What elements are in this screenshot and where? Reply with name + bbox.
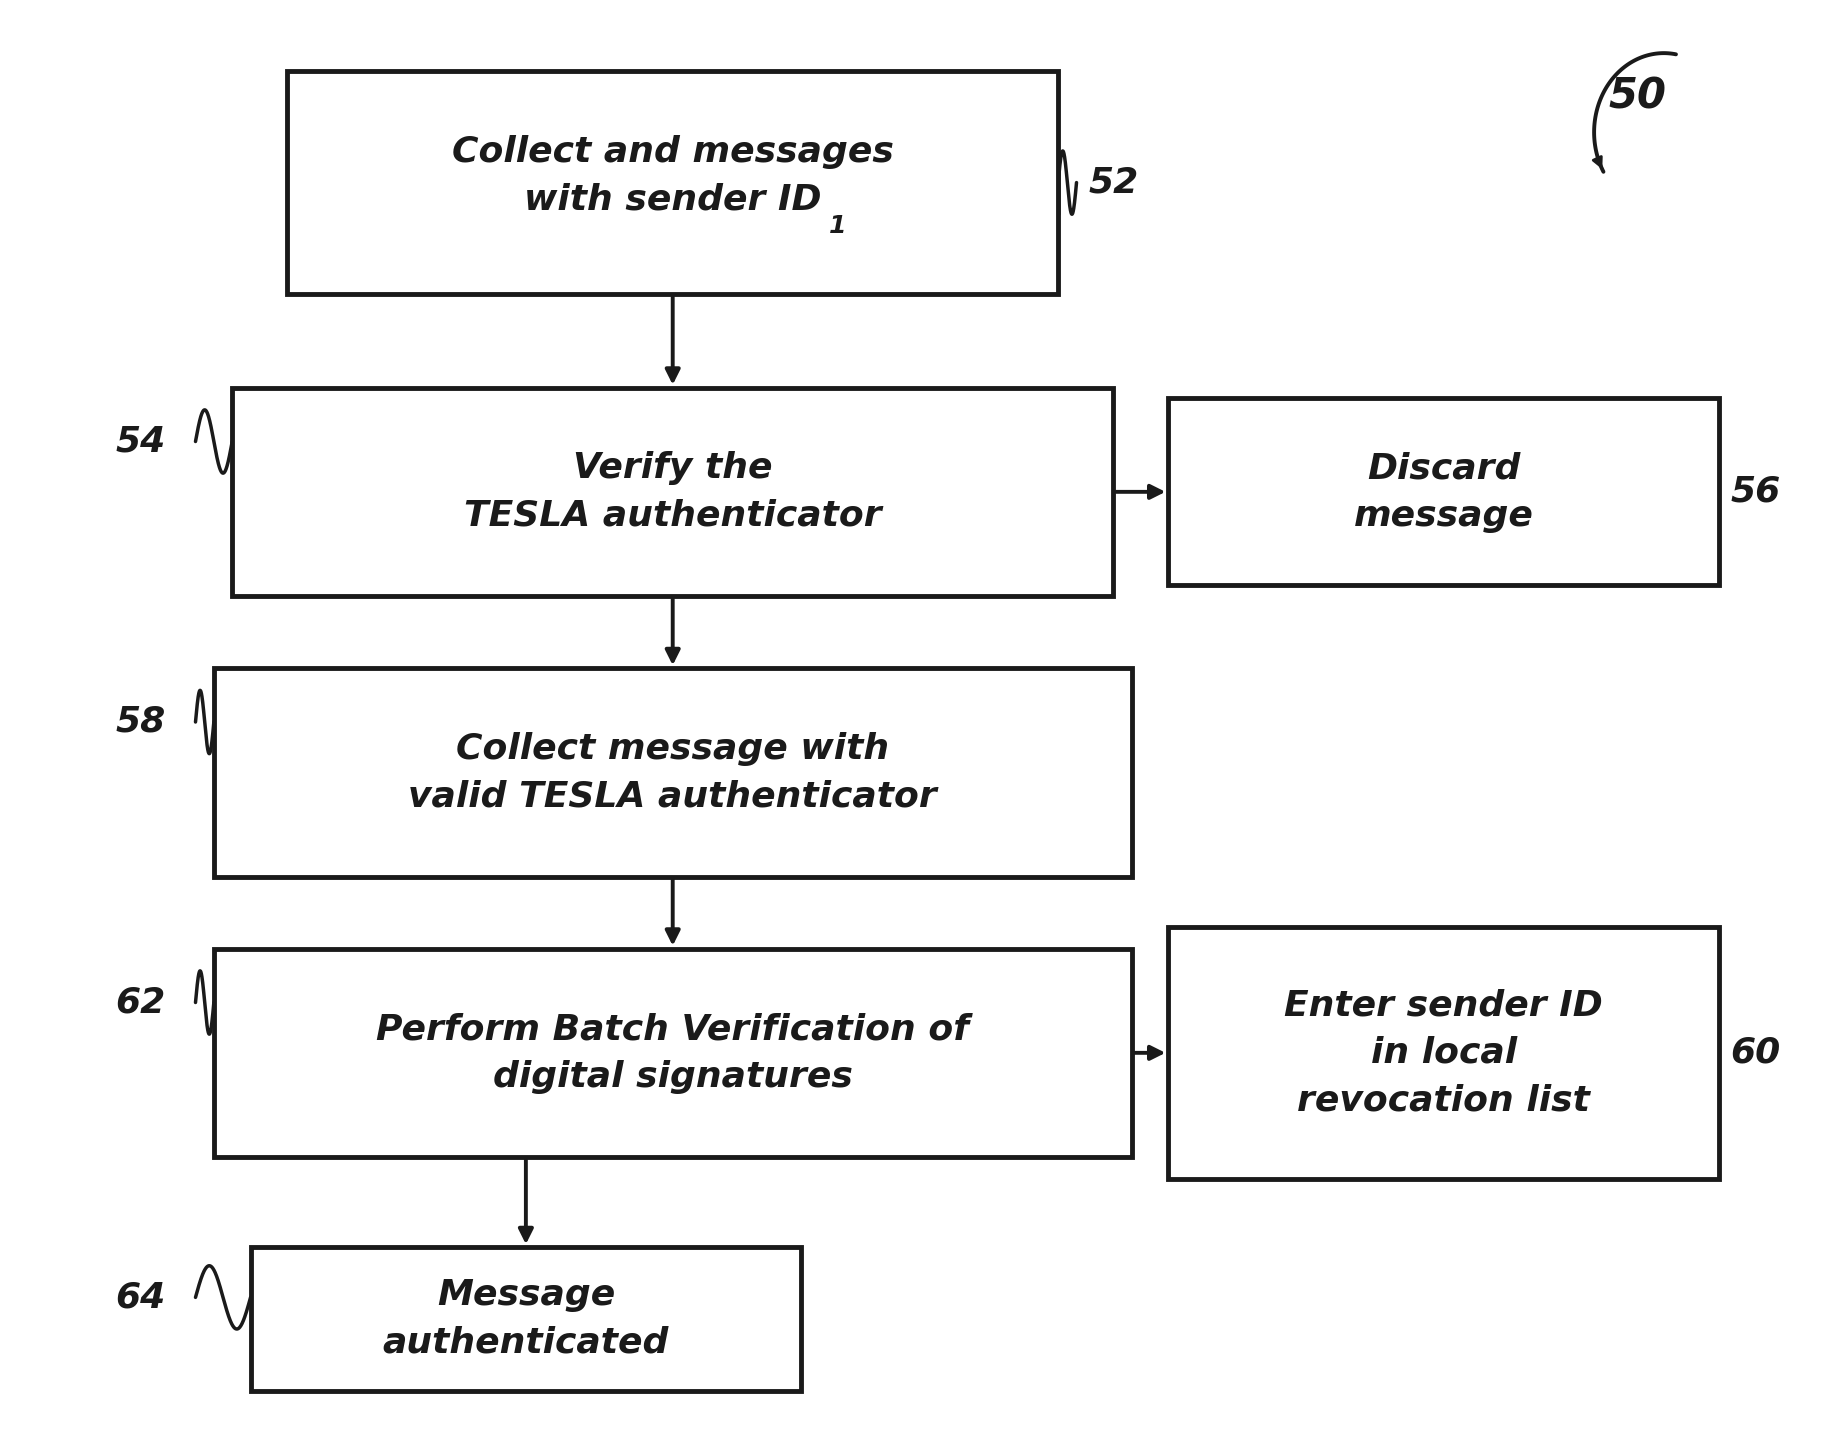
Text: 52: 52 (1088, 166, 1138, 199)
Text: 60: 60 (1731, 1035, 1780, 1070)
Text: 62: 62 (116, 985, 166, 1019)
FancyBboxPatch shape (287, 71, 1059, 295)
FancyBboxPatch shape (232, 387, 1114, 596)
Text: Enter sender ID
in local
revocation list: Enter sender ID in local revocation list (1285, 988, 1604, 1118)
FancyBboxPatch shape (1169, 927, 1719, 1178)
Text: 64: 64 (116, 1281, 166, 1314)
FancyBboxPatch shape (1169, 399, 1719, 585)
Text: Message
authenticated: Message authenticated (383, 1278, 668, 1360)
Text: Collect message with
valid TESLA authenticator: Collect message with valid TESLA authent… (409, 732, 937, 813)
Text: Collect and messages
with sender ID: Collect and messages with sender ID (451, 134, 893, 217)
Text: Verify the
TESLA authenticator: Verify the TESLA authenticator (464, 451, 882, 533)
Text: 50: 50 (1609, 75, 1666, 117)
Text: 54: 54 (116, 425, 166, 459)
FancyBboxPatch shape (214, 949, 1132, 1157)
Text: Discard
message: Discard message (1353, 451, 1534, 533)
FancyBboxPatch shape (250, 1248, 801, 1391)
Text: Perform Batch Verification of
digital signatures: Perform Batch Verification of digital si… (376, 1012, 968, 1093)
FancyBboxPatch shape (214, 669, 1132, 877)
Text: 58: 58 (116, 705, 166, 739)
Text: 56: 56 (1731, 475, 1780, 508)
Text: 1: 1 (828, 214, 847, 238)
